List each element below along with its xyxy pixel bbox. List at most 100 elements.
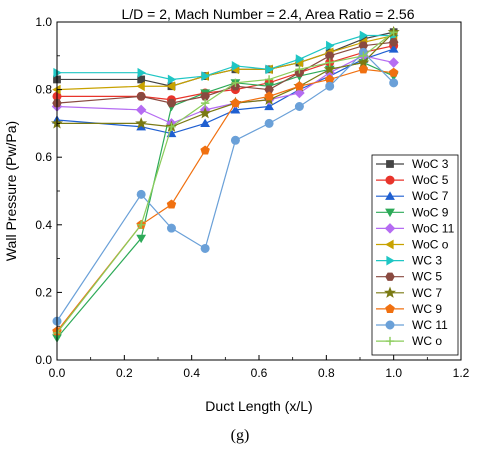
data-point-woc-3 [137,75,146,84]
data-point-wc-7 [199,106,212,119]
y-tick-label: 0.0 [35,353,52,367]
data-point-woc-o [136,81,145,92]
legend-label: WC 11 [412,318,448,332]
data-point-woc-7 [200,118,211,128]
data-point-woc-o [166,81,176,92]
series-line-woc-5 [57,45,394,101]
data-point-wc-o [167,122,176,131]
y-axis-title: Wall Pressure (Pw/Pa) [3,121,19,261]
legend-entry-wc-7: WC 7 [376,286,442,300]
legend-label: WC 5 [412,270,442,284]
legend-marker [385,303,395,313]
legend-marker [385,191,395,200]
data-point-wc-11 [264,118,274,128]
data-point-wc-9 [166,199,177,209]
legend-label: WC 9 [412,302,442,316]
series-wc-11 [52,47,399,326]
data-point-woc-7 [388,44,399,53]
y-tick-label: 0.2 [35,285,52,299]
legend-marker [386,255,395,266]
x-tick-label: 0.8 [318,366,335,380]
data-point-woc-7 [264,101,274,111]
legend-marker [385,336,395,346]
legend-marker [385,208,395,218]
series-woc-9 [52,58,399,343]
legend-entry-woc-7: WoC 7 [376,189,449,203]
series-line-wc-11 [56,51,395,322]
data-point-wc-7 [323,63,336,75]
x-tick-label: 1.0 [385,366,402,380]
legend-marker [385,320,395,330]
series-line-woc-3 [57,31,394,87]
y-tick-label: 0.8 [35,83,52,97]
legend-label: WoC o [412,238,449,252]
legend-label: WC o [412,334,442,348]
series-line-woc-7 [56,48,394,135]
series-wc-o [52,27,398,338]
legend: WoC 3 WoC 5 WoC 7 WoC 9 WoC 11 WoC o WC 3 WC 5 W… [371,154,459,356]
data-point-wc-9 [388,67,399,77]
legend-entry-wc-5: WC 5 [376,270,442,284]
data-point-wc-9 [358,64,369,74]
chart-title: L/D = 2, Mach Number = 2.4, Area Ratio =… [122,6,415,22]
series-line-woc-o [56,34,394,91]
legend-label: WC 7 [412,286,442,300]
x-axis: 0.0 0.2 0.4 0.6 0.8 1.0 1.2 [49,355,470,380]
data-point-wc-o [389,27,398,37]
data-point-wc-3 [359,30,369,41]
data-point-wc-3 [326,40,335,51]
legend-label: WoC 5 [412,173,449,187]
x-tick-label: 0.4 [183,366,200,380]
legend-entry-wc-9: WC 9 [376,302,442,316]
data-point-wc-11 [389,78,399,88]
x-tick-label: 0.2 [116,366,133,380]
legend-entry-wc-3: WC 3 [376,254,442,268]
data-point-wc-9 [264,91,274,101]
series-line-wc-5 [56,41,394,104]
series-line-wc-9 [56,68,394,332]
legend-marker [385,175,395,185]
data-point-wc-3 [265,64,274,75]
data-point-wc-o [264,75,274,84]
data-point-wc-5 [136,92,146,101]
data-point-wc-11 [325,81,335,91]
data-point-wc-3 [137,67,147,78]
data-point-wc-o [200,98,210,108]
data-point-wc-3 [201,71,210,81]
data-point-wc-3 [295,54,305,65]
data-point-wc-o [325,58,334,67]
legend-label: WoC 11 [412,221,455,235]
x-tick-label: 0.0 [49,366,66,380]
legend-entry-woc-9: WoC 9 [376,205,449,219]
x-tick-label: 1.2 [453,366,470,380]
legend-marker [384,223,396,234]
legend-entry-wc-11: WC 11 [376,318,448,332]
data-point-wc-o [359,51,368,60]
legend-marker [386,160,394,168]
data-point-wc-9 [294,81,305,91]
x-tick-label: 0.6 [251,366,268,380]
figure-caption: (g) [231,427,250,444]
data-point-wc-o [295,65,304,74]
data-point-woc-9 [136,234,147,244]
series-wc-5 [52,38,399,108]
data-point-wc-9 [230,98,241,108]
x-axis-title: Duct Length (x/L) [205,398,312,414]
data-point-wc-5 [388,38,399,47]
legend-entry-woc-5: WoC 5 [376,173,449,187]
series-line-woc-9 [56,61,394,339]
y-tick-label: 0.4 [35,218,52,232]
legend-box [371,154,459,356]
legend-marker [385,239,394,250]
data-point-wc-o [136,220,146,229]
data-point-woc-11 [135,104,147,116]
legend-label: WoC 9 [412,205,449,219]
data-point-wc-5 [200,92,210,101]
y-tick-label: 1.0 [35,15,52,29]
data-point-wc-11 [230,135,240,145]
legend-marker [385,272,395,281]
legend-entry-woc-11: WoC 11 [376,221,455,235]
legend-marker [384,286,396,298]
data-point-wc-5 [166,99,177,108]
